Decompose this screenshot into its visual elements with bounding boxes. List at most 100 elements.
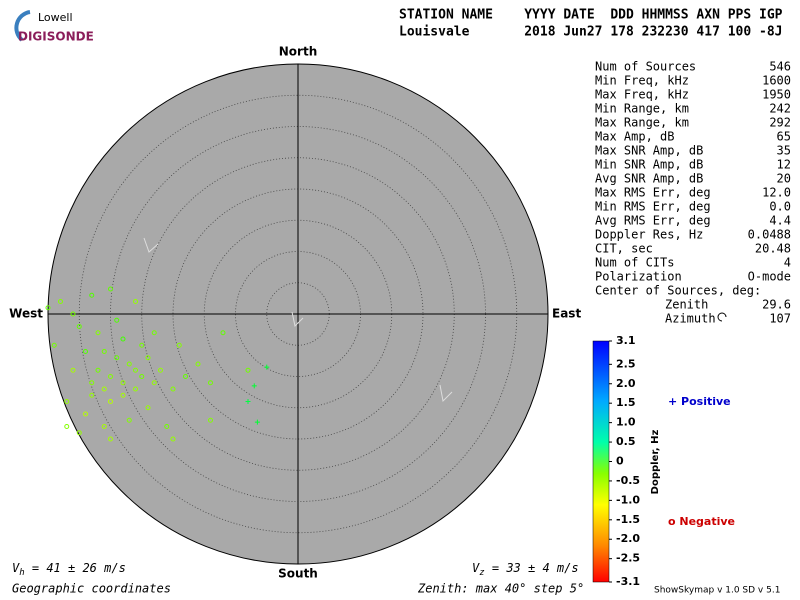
azimuth-arrow	[717, 312, 727, 322]
logo-text: DIGISONDE	[18, 30, 94, 44]
center-label: Azimuth	[665, 312, 716, 326]
stat-value: 546	[769, 60, 791, 74]
source-negative	[95, 367, 101, 373]
stat-value: O-mode	[748, 270, 791, 284]
stat-label: Max Range, km	[595, 116, 689, 130]
stat-label: Min SNR Amp, dB	[595, 158, 703, 172]
source-negative	[114, 317, 120, 323]
colorbar-tick-label: 2.5	[616, 357, 636, 370]
stat-value: 12.0	[762, 186, 791, 200]
center-value: 107	[769, 312, 791, 326]
source-negative	[120, 392, 126, 398]
source-negative	[89, 392, 95, 398]
source-negative	[64, 424, 70, 429]
stat-value: 20.48	[755, 242, 791, 256]
colorbar-tick-label: 1.0	[616, 416, 636, 429]
source-negative	[101, 349, 107, 354]
stat-label: Max Amp, dB	[595, 130, 674, 144]
logo-text: Lowell	[38, 11, 73, 24]
vh-text: Vh = 41 ± 26 m/s	[12, 561, 126, 578]
legend-negative: o Negative	[668, 515, 735, 528]
stat-label: CIT, sec	[595, 242, 653, 256]
compass-label: East	[552, 307, 581, 321]
stat-value: 35	[777, 144, 791, 158]
stat-label: Min Range, km	[595, 102, 689, 116]
source-negative	[164, 424, 170, 429]
stat-value: 1950	[762, 88, 791, 102]
source-negative	[101, 386, 107, 392]
source-negative	[70, 367, 76, 373]
source-negative	[208, 380, 213, 386]
zenith-text: Zenith: max 40° step 5°	[417, 582, 584, 596]
source-negative	[126, 361, 132, 367]
center-value: 29.6	[762, 298, 791, 312]
source-negative	[108, 399, 113, 404]
source-negative	[183, 374, 188, 379]
legend-positive: + Positive	[668, 395, 731, 408]
stat-value: 65	[777, 130, 791, 144]
colorbar-tick-label: 1.5	[616, 396, 636, 409]
compass-label: West	[9, 307, 43, 321]
colorbar-tick-label: 0.5	[616, 435, 636, 448]
source-negative	[220, 330, 226, 336]
stat-label: Avg SNR Amp, dB	[595, 172, 703, 186]
source-negative	[145, 405, 151, 411]
source-negative	[70, 311, 76, 317]
colorbar-tick-label: 2.0	[616, 377, 636, 390]
velocity-marker	[143, 237, 453, 403]
source-negative	[139, 374, 145, 379]
source-negative	[133, 367, 138, 373]
compass-label: North	[279, 45, 317, 59]
source-negative	[83, 349, 88, 354]
colorbar-tick-label: -3.1	[616, 575, 640, 588]
source-negative	[89, 292, 95, 298]
source-negative	[133, 386, 138, 392]
source-positive	[264, 364, 270, 370]
center-title: Center of Sources, deg:	[595, 284, 761, 298]
stat-label: Num of Sources	[595, 60, 696, 74]
stat-label: Min RMS Err, deg	[595, 200, 711, 214]
stat-label: Polarization	[595, 270, 682, 284]
source-negative	[83, 411, 88, 417]
source-negative	[76, 430, 82, 436]
stat-label: Num of CITs	[595, 256, 674, 270]
version-text: ShowSkymap v 1.0 SD v 5.1	[654, 586, 780, 596]
stat-label: Max SNR Amp, dB	[595, 144, 703, 158]
stat-value: 4	[784, 256, 791, 270]
source-negative	[120, 336, 126, 342]
source-negative	[95, 330, 101, 336]
source-negative	[108, 374, 113, 379]
colorbar-title: Doppler, Hz	[650, 430, 661, 495]
stat-value: 0.0488	[748, 228, 791, 242]
colorbar-tick-label: -1.5	[616, 513, 640, 526]
colorbar-tick-label: -1.0	[616, 493, 640, 506]
source-negative	[101, 424, 107, 429]
source-negative	[170, 436, 176, 442]
stat-label: Max RMS Err, deg	[595, 186, 711, 200]
source-negative	[195, 361, 201, 367]
source-negative	[151, 330, 157, 336]
source-negative	[120, 380, 126, 386]
source-negative	[114, 355, 120, 361]
stat-value: 0.0	[769, 200, 791, 214]
logo-arc	[14, 10, 31, 42]
stat-value: 4.4	[769, 214, 791, 228]
source-positive	[245, 399, 251, 404]
source-negative	[145, 355, 151, 361]
source-negative	[89, 380, 95, 386]
stat-label: Min Freq, kHz	[595, 74, 689, 88]
stat-value: 12	[777, 158, 791, 172]
source-positive	[251, 383, 257, 389]
colorbar-tick-label: -0.5	[616, 474, 640, 487]
compass-label: South	[278, 567, 318, 581]
stat-value: 1600	[762, 74, 791, 88]
source-negative	[139, 342, 145, 348]
source-negative	[158, 367, 163, 373]
stat-label: Doppler Res, Hz	[595, 228, 703, 242]
colorbar-tick-label: 3.1	[616, 334, 636, 347]
vz-text: Vz = 33 ± 4 m/s	[472, 561, 579, 578]
source-negative	[170, 386, 176, 392]
stat-label: Max Freq, kHz	[595, 88, 689, 102]
source-negative	[126, 417, 132, 423]
